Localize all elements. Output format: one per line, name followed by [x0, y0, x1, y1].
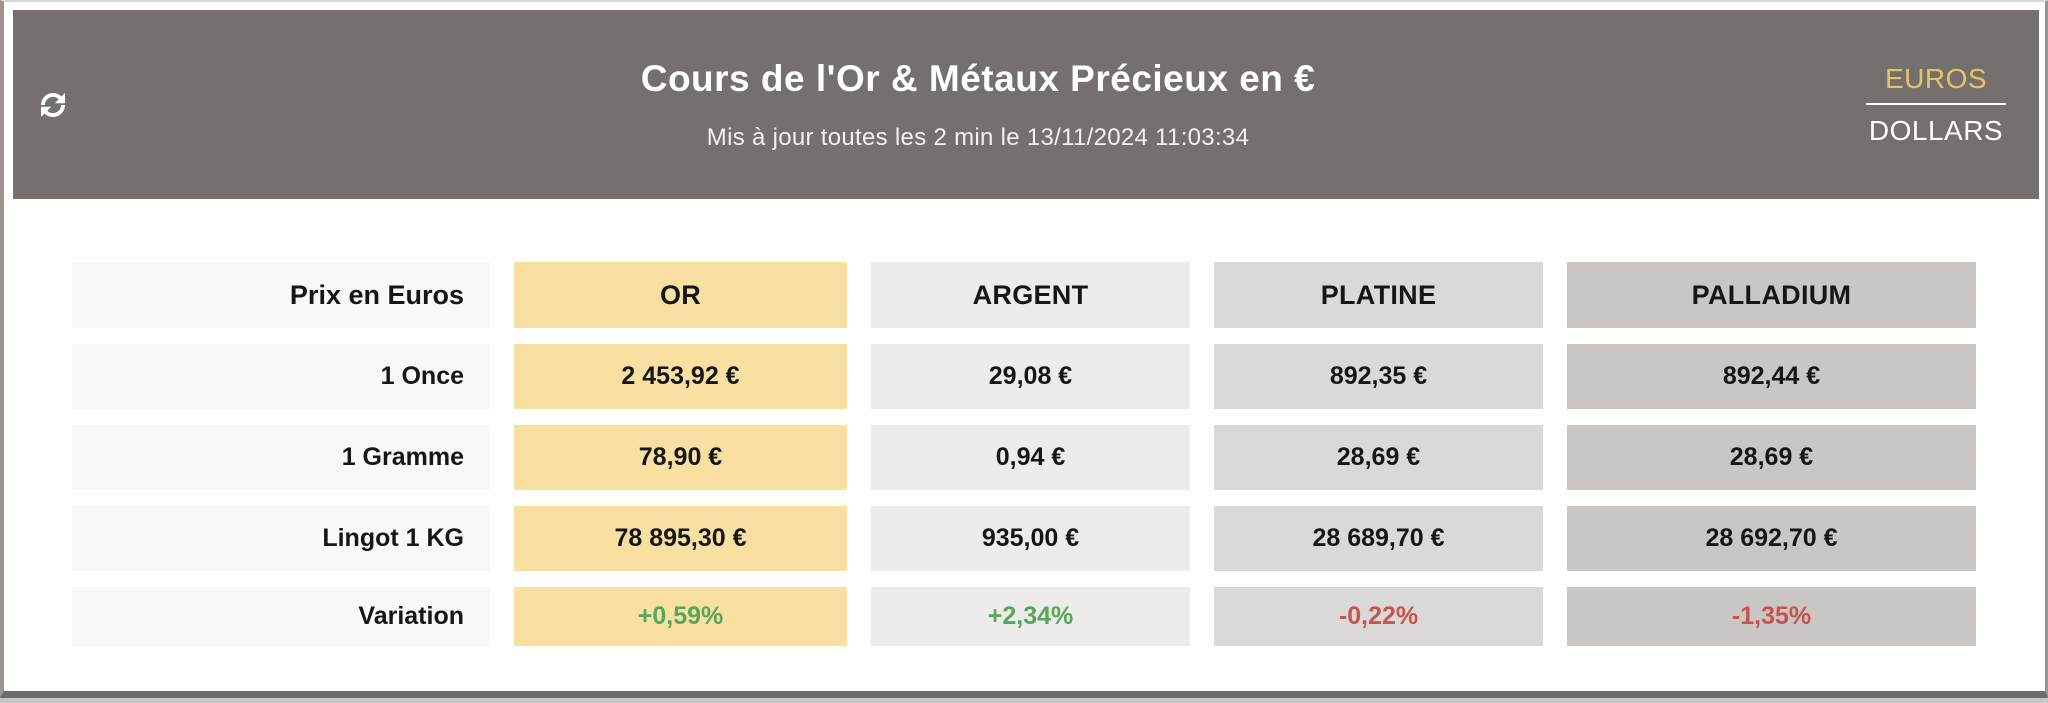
cell-argent-1-once: 29,08 € [871, 344, 1190, 409]
row-label-1-gramme: 1 Gramme [72, 425, 490, 490]
header-titles: Cours de l'Or & Métaux Précieux en € Mis… [95, 58, 1861, 152]
cell-platine-lingot-1kg: 28 689,70 € [1214, 506, 1543, 571]
prices-table: Prix en Euros OR ARGENT PLATINE PALLADIU… [4, 262, 2045, 646]
header-bar: Cours de l'Or & Métaux Précieux en € Mis… [13, 10, 2039, 199]
col-header-platine: PLATINE [1214, 262, 1543, 328]
currency-toggle: EUROS DOLLARS [1861, 61, 2011, 148]
cell-palladium-1-once: 892,44 € [1567, 344, 1976, 409]
row-label-1-once: 1 Once [72, 344, 490, 409]
corner-header-prix-en-euros: Prix en Euros [72, 262, 490, 328]
refresh-icon [41, 92, 65, 117]
col-header-or: OR [514, 262, 847, 328]
cell-palladium-1-gramme: 28,69 € [1567, 425, 1976, 490]
cell-or-variation: +0,59% [514, 587, 847, 646]
cell-or-1-gramme: 78,90 € [514, 425, 847, 490]
cell-palladium-lingot-1kg: 28 692,70 € [1567, 506, 1976, 571]
currency-toggle-divider [1866, 103, 2006, 105]
cell-palladium-variation: -1,35% [1567, 587, 1976, 646]
cell-platine-variation: -0,22% [1214, 587, 1543, 646]
cell-platine-1-gramme: 28,69 € [1214, 425, 1543, 490]
cell-or-1-once: 2 453,92 € [514, 344, 847, 409]
cell-argent-lingot-1kg: 935,00 € [871, 506, 1190, 571]
page-title: Cours de l'Or & Métaux Précieux en € [640, 57, 1316, 99]
cell-or-lingot-1kg: 78 895,30 € [514, 506, 847, 571]
row-label-lingot-1kg: Lingot 1 KG [72, 506, 490, 571]
refresh-button[interactable] [35, 87, 95, 123]
cell-platine-1-once: 892,35 € [1214, 344, 1543, 409]
cell-argent-variation: +2,34% [871, 587, 1190, 646]
col-header-argent: ARGENT [871, 262, 1190, 328]
currency-option-dollars[interactable]: DOLLARS [1868, 115, 2004, 146]
row-label-variation: Variation [72, 587, 490, 646]
cell-argent-1-gramme: 0,94 € [871, 425, 1190, 490]
col-header-palladium: PALLADIUM [1567, 262, 1976, 328]
update-status: Mis à jour toutes les 2 min le 13/11/202… [706, 123, 1250, 151]
currency-option-euros[interactable]: EUROS [1884, 63, 1988, 94]
